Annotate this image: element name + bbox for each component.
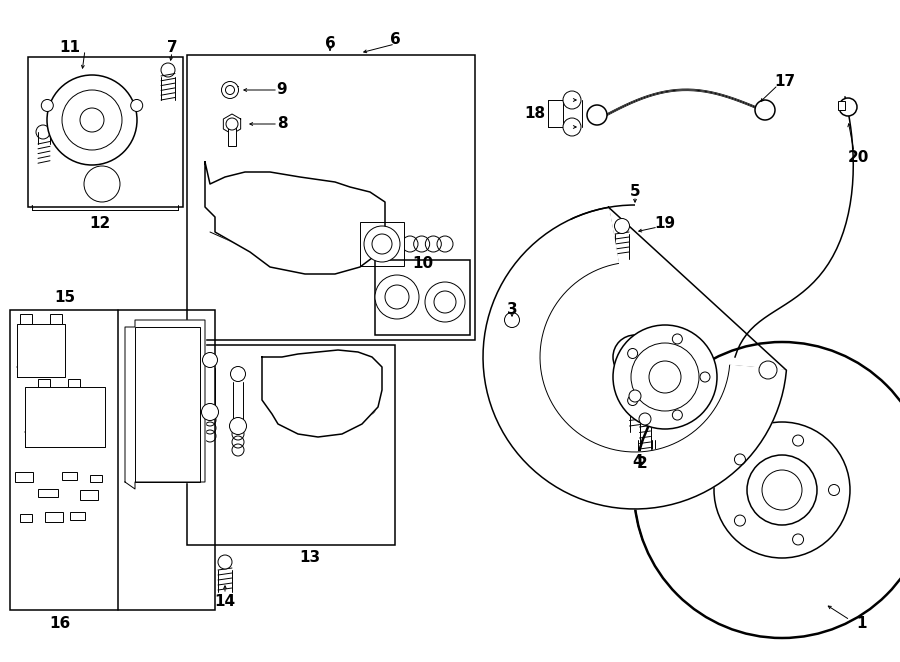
Circle shape xyxy=(425,282,465,322)
Text: 4: 4 xyxy=(633,455,643,469)
Text: 6: 6 xyxy=(325,36,336,52)
Circle shape xyxy=(563,118,581,136)
Bar xyxy=(38,489,58,497)
Bar xyxy=(90,475,102,482)
Circle shape xyxy=(734,454,745,465)
Circle shape xyxy=(639,413,651,425)
Circle shape xyxy=(130,99,143,111)
Text: 1: 1 xyxy=(857,616,868,632)
Circle shape xyxy=(615,218,629,234)
Circle shape xyxy=(372,234,392,254)
Circle shape xyxy=(634,342,900,638)
Circle shape xyxy=(672,410,682,420)
Text: 11: 11 xyxy=(59,40,80,54)
Text: 6: 6 xyxy=(390,32,400,48)
Bar xyxy=(187,345,395,545)
Text: 5: 5 xyxy=(630,185,640,199)
Text: 15: 15 xyxy=(54,289,76,305)
Polygon shape xyxy=(262,350,382,437)
Text: 2: 2 xyxy=(636,457,647,471)
Circle shape xyxy=(700,372,710,382)
Circle shape xyxy=(762,470,802,510)
Text: 3: 3 xyxy=(507,303,517,318)
Bar xyxy=(20,314,32,324)
Circle shape xyxy=(613,325,717,429)
Circle shape xyxy=(613,335,657,379)
Text: 19: 19 xyxy=(654,216,676,232)
Polygon shape xyxy=(17,324,65,377)
Circle shape xyxy=(793,534,804,545)
Circle shape xyxy=(793,435,804,446)
Bar xyxy=(375,260,470,335)
Text: 16: 16 xyxy=(50,616,70,632)
Bar xyxy=(62,472,77,480)
Circle shape xyxy=(80,108,104,132)
Circle shape xyxy=(218,555,232,569)
Text: 10: 10 xyxy=(412,256,434,271)
Circle shape xyxy=(47,75,137,165)
Circle shape xyxy=(829,485,840,495)
Text: 9: 9 xyxy=(276,83,287,97)
Bar xyxy=(50,314,62,324)
Circle shape xyxy=(629,390,641,402)
Bar xyxy=(80,490,98,500)
Circle shape xyxy=(375,275,419,319)
Text: 17: 17 xyxy=(774,75,796,89)
Text: 8: 8 xyxy=(276,117,287,132)
Bar xyxy=(187,55,475,340)
Bar xyxy=(20,514,32,522)
Circle shape xyxy=(226,118,238,130)
Circle shape xyxy=(62,90,122,150)
Circle shape xyxy=(202,404,219,420)
Bar xyxy=(38,379,50,387)
Text: 13: 13 xyxy=(300,549,320,565)
Circle shape xyxy=(230,418,247,434)
Circle shape xyxy=(226,85,235,95)
Text: 12: 12 xyxy=(89,216,111,232)
Circle shape xyxy=(747,455,817,525)
Bar xyxy=(28,57,183,207)
Circle shape xyxy=(385,285,409,309)
Circle shape xyxy=(649,361,681,393)
Text: 14: 14 xyxy=(214,594,236,610)
Circle shape xyxy=(627,395,637,406)
Bar xyxy=(228,124,236,146)
Circle shape xyxy=(734,515,745,526)
Circle shape xyxy=(755,100,775,120)
Bar xyxy=(360,222,404,266)
Circle shape xyxy=(759,361,777,379)
Circle shape xyxy=(672,334,682,344)
Bar xyxy=(135,327,200,482)
Bar xyxy=(68,379,80,387)
Bar xyxy=(70,512,85,520)
Circle shape xyxy=(627,348,637,359)
Circle shape xyxy=(364,226,400,262)
Circle shape xyxy=(230,367,246,381)
Circle shape xyxy=(587,105,607,125)
Bar xyxy=(838,101,845,110)
Text: 7: 7 xyxy=(166,40,177,54)
Polygon shape xyxy=(25,387,105,447)
Circle shape xyxy=(714,422,850,558)
Circle shape xyxy=(202,352,218,367)
Bar xyxy=(10,310,215,610)
Circle shape xyxy=(563,91,581,109)
Circle shape xyxy=(839,98,857,116)
Text: 18: 18 xyxy=(525,107,545,122)
Circle shape xyxy=(434,291,456,313)
Polygon shape xyxy=(205,162,385,274)
Polygon shape xyxy=(125,320,205,489)
Circle shape xyxy=(221,81,239,99)
Polygon shape xyxy=(483,207,787,509)
Bar xyxy=(15,472,33,482)
Text: 20: 20 xyxy=(847,150,868,164)
Circle shape xyxy=(505,312,519,328)
Bar xyxy=(45,512,63,522)
Circle shape xyxy=(631,343,699,411)
Circle shape xyxy=(41,99,53,111)
